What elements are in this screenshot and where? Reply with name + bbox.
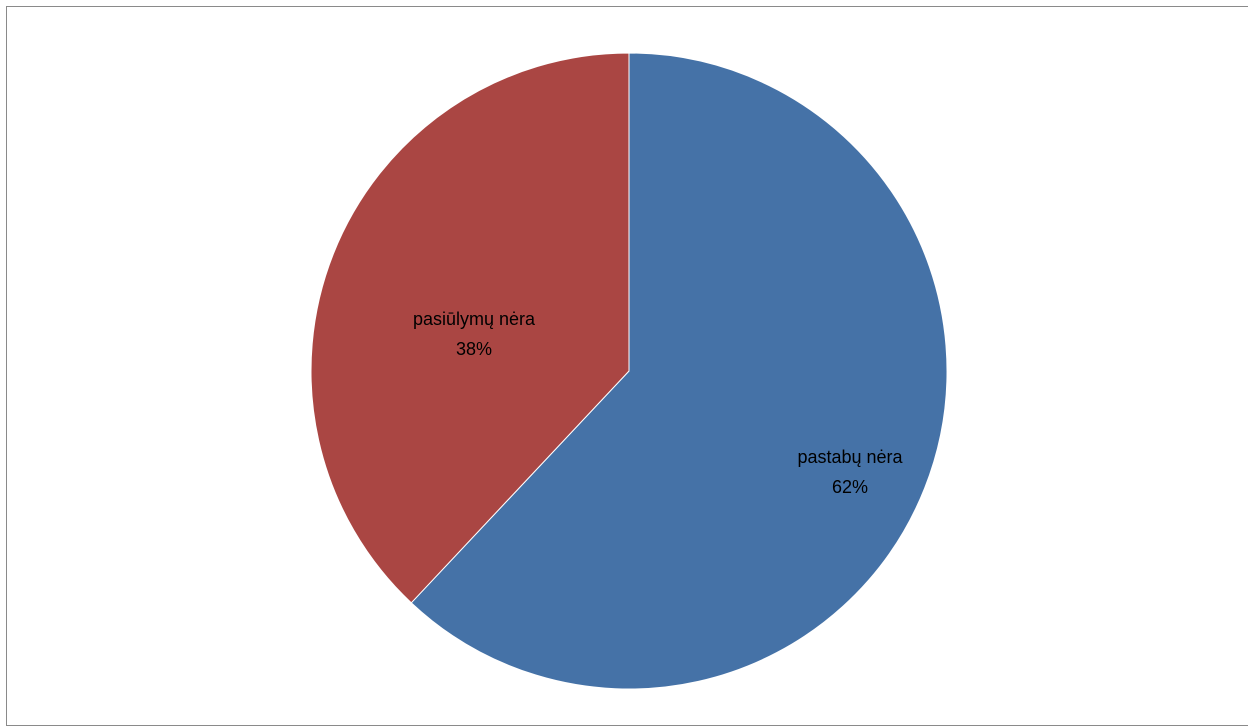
slice-label-1: pastabų nėra [797,447,903,467]
slice-label-2: pasiūlymų nėra [413,309,536,329]
slice-percent-1: 62% [832,477,868,497]
pie-slices [310,52,948,690]
pie-labels: pastabų nėra 62% pasiūlymų nėra 38% [413,309,904,497]
pie-slice-2 [310,52,630,604]
pie-slice-1 [410,52,948,690]
slice-percent-2: 38% [456,339,492,359]
